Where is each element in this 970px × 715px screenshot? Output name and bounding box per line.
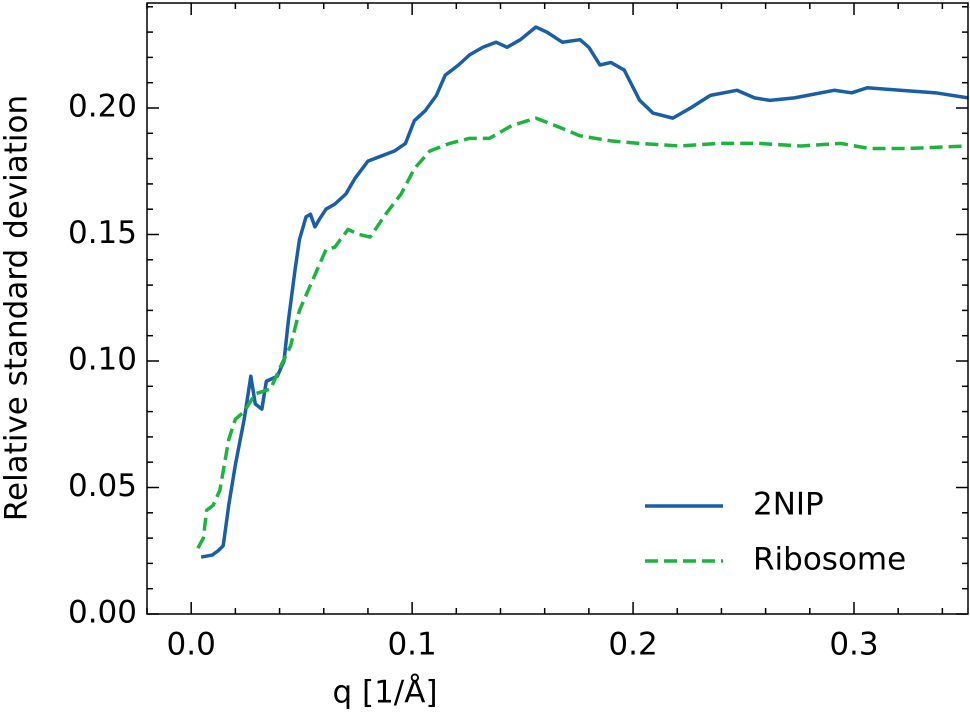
legend-label: Ribosome: [753, 542, 906, 578]
y-tick-label: 0.05: [68, 468, 137, 504]
y-axis-label: Relative standard deviation: [0, 95, 35, 521]
x-tick-label: 0.0: [167, 627, 216, 663]
x-tick-label: 0.2: [608, 627, 657, 663]
y-tick-label: 0.00: [68, 595, 137, 631]
x-tick-label: 0.1: [387, 627, 436, 663]
data-line: [196, 116, 969, 550]
legend-label: 2NIP: [753, 487, 824, 523]
x-axis-label: q [1/Å]: [332, 675, 437, 711]
data-line: [200, 25, 969, 559]
x-tick-label: 0.3: [829, 627, 878, 663]
plot-frame: [146, 2, 969, 615]
y-tick-label: 0.10: [68, 341, 137, 377]
y-tick-label: 0.20: [68, 88, 137, 124]
y-tick-label: 0.15: [68, 215, 137, 251]
